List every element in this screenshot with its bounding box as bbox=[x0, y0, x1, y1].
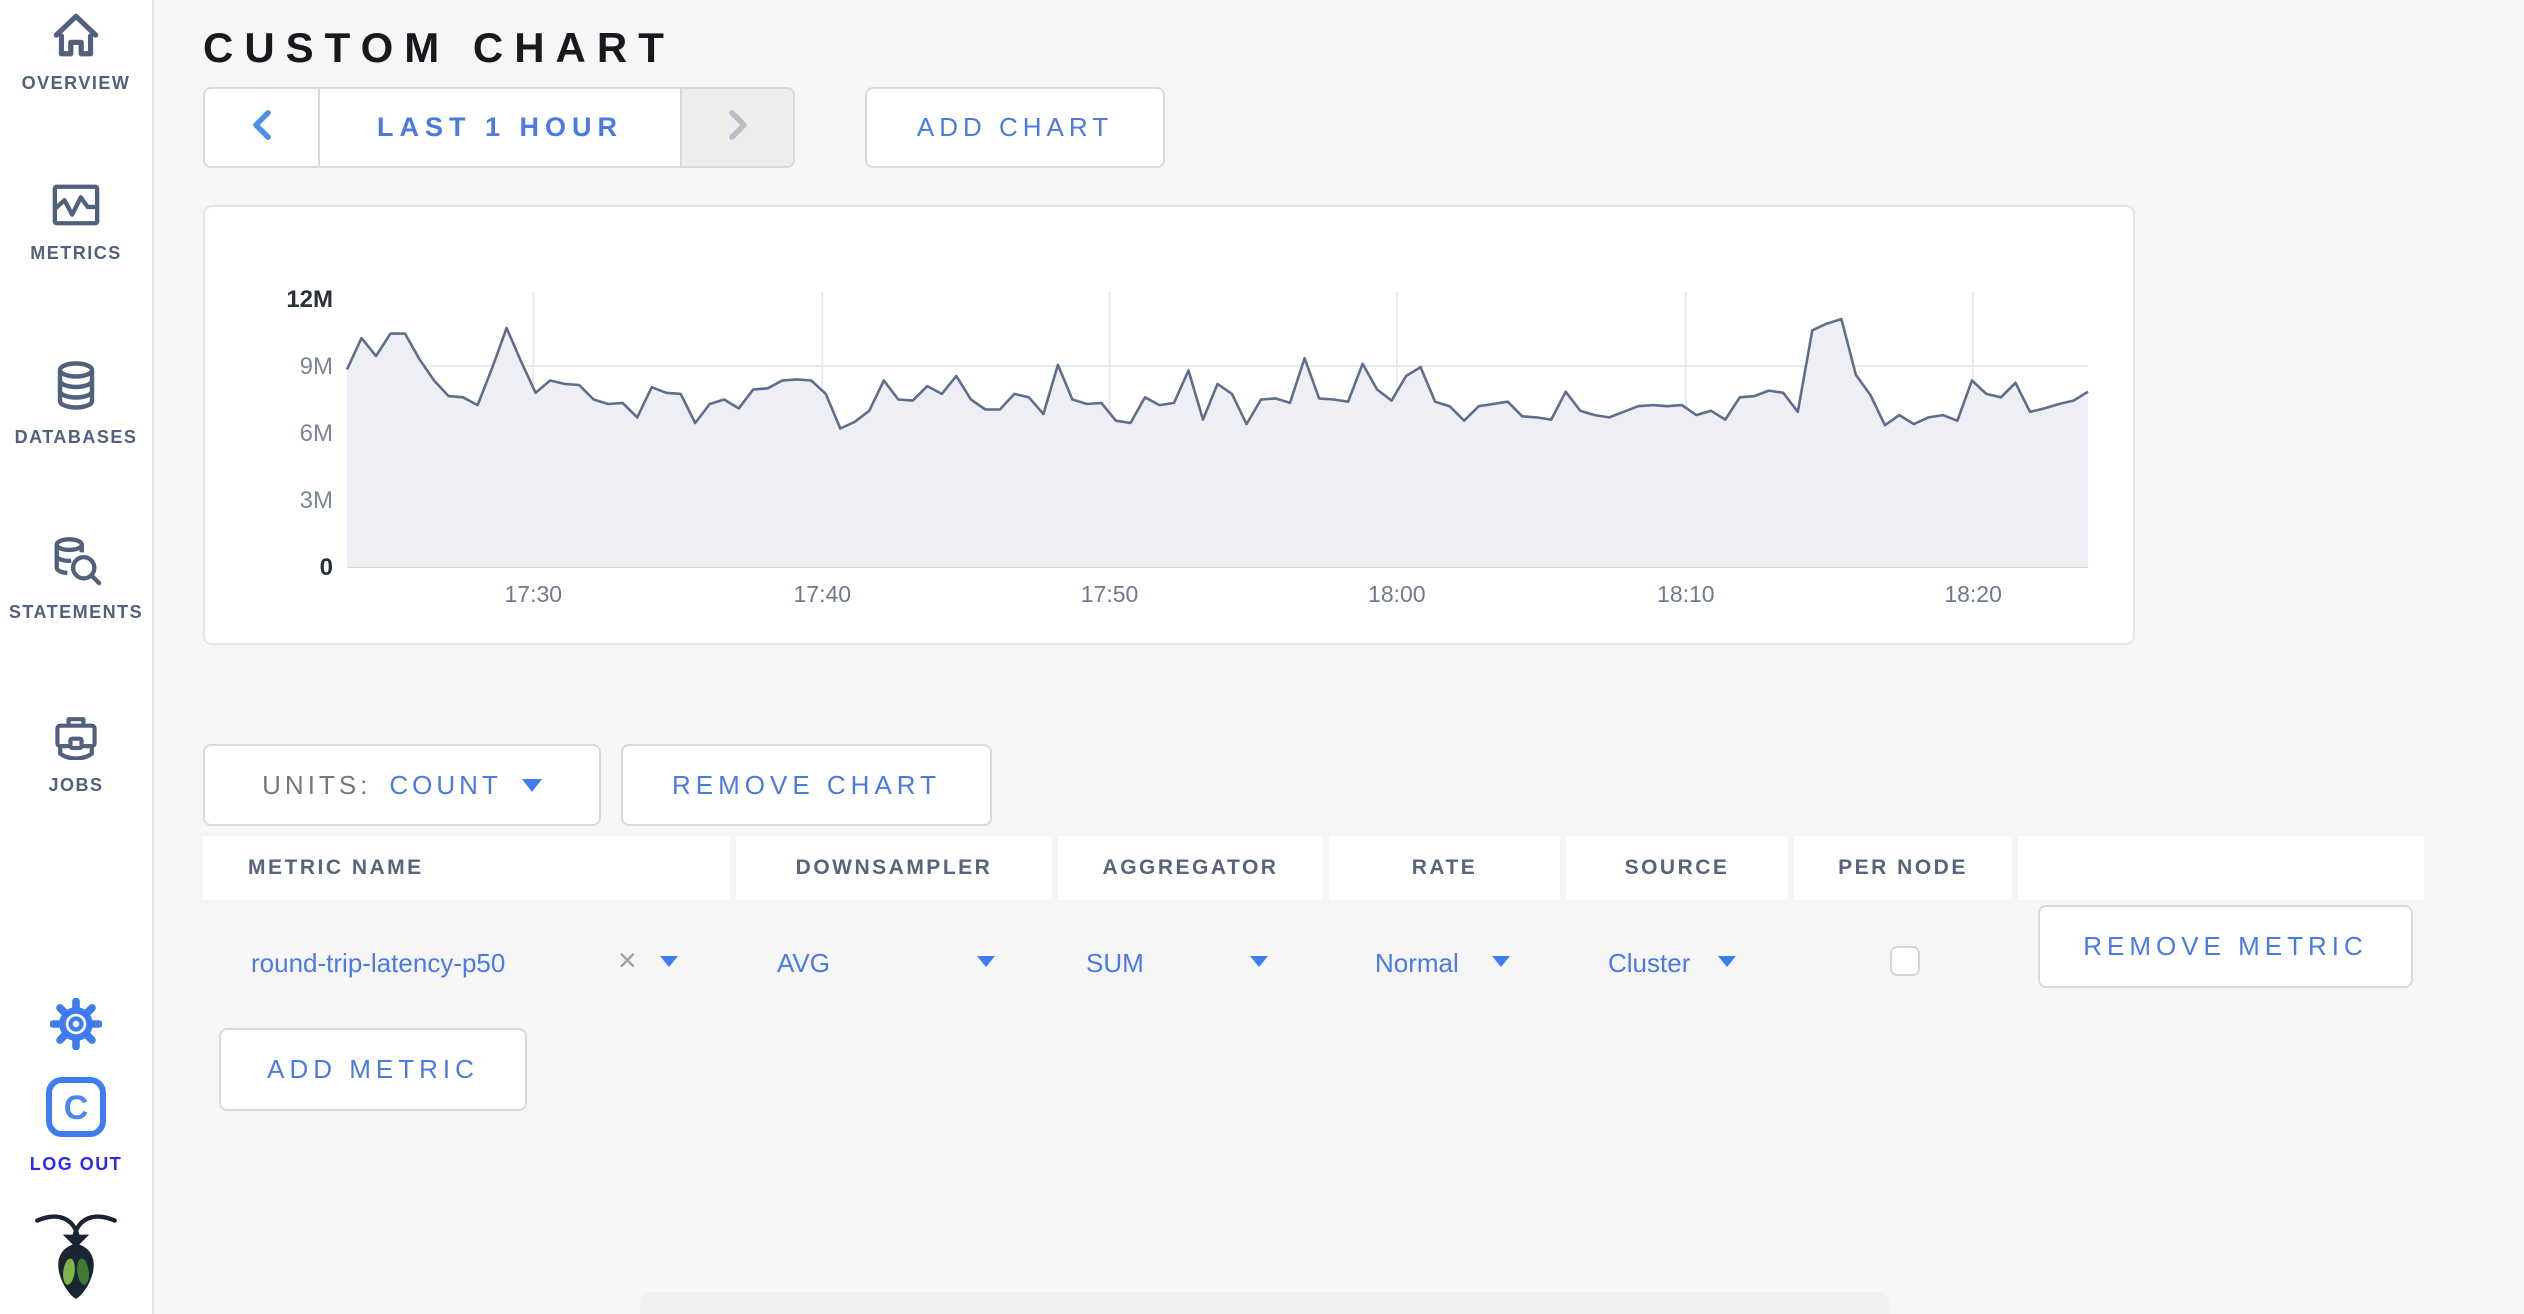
metrics-icon bbox=[0, 182, 152, 233]
chevron-right-icon bbox=[725, 108, 751, 147]
chevron-left-icon bbox=[249, 108, 275, 147]
column-header-per-node: PER NODE bbox=[1794, 836, 2012, 900]
page-title: CUSTOM CHART bbox=[203, 24, 675, 72]
x-tick-label: 18:20 bbox=[1944, 581, 2002, 607]
horizontal-scrollbar[interactable] bbox=[640, 1292, 1890, 1314]
sidebar-item-databases[interactable]: DATABASES bbox=[0, 360, 152, 448]
cockroach-logo-icon bbox=[0, 1208, 152, 1305]
units-value: COUNT bbox=[389, 769, 502, 800]
sidebar-item-label: STATEMENTS bbox=[8, 602, 144, 622]
sidebar: OVERVIEW METRICS DATABASES STATEMENTS JOBS bbox=[0, 0, 154, 1314]
series-line bbox=[345, 317, 2089, 430]
sidebar-item-label: OVERVIEW bbox=[21, 73, 131, 93]
column-header-rate: RATE bbox=[1329, 836, 1560, 900]
column-header-metric-name: METRIC NAME bbox=[203, 836, 730, 900]
x-tick-label: 17:40 bbox=[794, 581, 852, 607]
sidebar-item-overview[interactable]: OVERVIEW bbox=[0, 8, 152, 94]
units-dropdown[interactable]: UNITS: COUNT bbox=[203, 744, 601, 826]
database-icon bbox=[0, 360, 152, 417]
timeseries-area-chart[interactable]: 17:30 17:40 17:50 18:00 18:10 18:20 0 3M 6M 9M 12M bbox=[205, 207, 2133, 643]
sidebar-item-jobs[interactable]: JOBS bbox=[0, 710, 152, 796]
x-tick-label: 18:10 bbox=[1657, 581, 1715, 607]
metric-name-caret-icon[interactable] bbox=[660, 956, 678, 967]
cockroach-c-icon: C bbox=[0, 1075, 152, 1144]
y-tick-label: 9M bbox=[300, 353, 333, 380]
time-window-prev-button[interactable] bbox=[205, 89, 320, 166]
source-caret-icon[interactable] bbox=[1718, 956, 1736, 967]
column-header-downsampler: DOWNSAMPLER bbox=[736, 836, 1052, 900]
logout-label: LOG OUT bbox=[29, 1154, 123, 1174]
briefcase-icon bbox=[0, 710, 152, 765]
sidebar-item-settings[interactable] bbox=[0, 997, 152, 1055]
downsampler-caret-icon[interactable] bbox=[977, 956, 995, 967]
per-node-checkbox[interactable] bbox=[1890, 946, 1920, 976]
units-label: UNITS: bbox=[262, 769, 372, 800]
time-window-dropdown[interactable]: LAST 1 HOUR bbox=[376, 112, 623, 142]
home-icon bbox=[0, 8, 152, 63]
close-icon[interactable]: × bbox=[618, 942, 637, 978]
y-tick-label: 12M bbox=[286, 286, 333, 313]
add-chart-button[interactable]: ADD CHART bbox=[865, 87, 1165, 168]
remove-chart-button[interactable]: REMOVE CHART bbox=[621, 744, 992, 826]
gear-icon bbox=[0, 997, 152, 1055]
x-tick-label: 17:30 bbox=[505, 581, 563, 607]
svg-text:C: C bbox=[64, 1089, 89, 1127]
chart-card: 17:30 17:40 17:50 18:00 18:10 18:20 0 3M 6M 9M 12M bbox=[203, 205, 2135, 645]
sidebar-item-label: METRICS bbox=[30, 243, 122, 263]
time-window-next-button[interactable] bbox=[680, 89, 793, 166]
sidebar-item-metrics[interactable]: METRICS bbox=[0, 182, 152, 264]
metric-name-value[interactable]: round-trip-latency-p50 bbox=[251, 948, 506, 978]
sidebar-brand bbox=[0, 1208, 152, 1305]
sidebar-item-label: JOBS bbox=[48, 775, 104, 795]
x-tick-label: 17:50 bbox=[1081, 581, 1139, 607]
sidebar-item-statements[interactable]: STATEMENTS bbox=[0, 535, 152, 623]
sidebar-item-label: DATABASES bbox=[14, 427, 138, 447]
dropdown-caret-icon bbox=[521, 778, 542, 792]
statements-icon bbox=[0, 535, 152, 592]
aggregator-caret-icon[interactable] bbox=[1250, 956, 1268, 967]
x-tick-label: 18:00 bbox=[1368, 581, 1426, 607]
column-header-actions bbox=[2018, 836, 2424, 900]
rate-value[interactable]: Normal bbox=[1375, 948, 1459, 978]
aggregator-value[interactable]: SUM bbox=[1086, 948, 1144, 978]
y-tick-label: 6M bbox=[300, 420, 333, 447]
rate-caret-icon[interactable] bbox=[1492, 956, 1510, 967]
y-tick-label: 3M bbox=[300, 487, 333, 514]
source-value[interactable]: Cluster bbox=[1608, 948, 1691, 978]
remove-metric-button[interactable]: REMOVE METRIC bbox=[2038, 905, 2413, 988]
time-window-selector: LAST 1 HOUR bbox=[203, 87, 795, 168]
column-header-aggregator: AGGREGATOR bbox=[1058, 836, 1323, 900]
column-header-source: SOURCE bbox=[1566, 836, 1788, 900]
add-metric-button[interactable]: ADD METRIC bbox=[219, 1028, 527, 1111]
sidebar-item-logout[interactable]: C LOG OUT bbox=[0, 1075, 152, 1175]
y-tick-label: 0 bbox=[320, 554, 333, 581]
downsampler-value[interactable]: AVG bbox=[777, 948, 830, 978]
series-area bbox=[347, 319, 2088, 567]
